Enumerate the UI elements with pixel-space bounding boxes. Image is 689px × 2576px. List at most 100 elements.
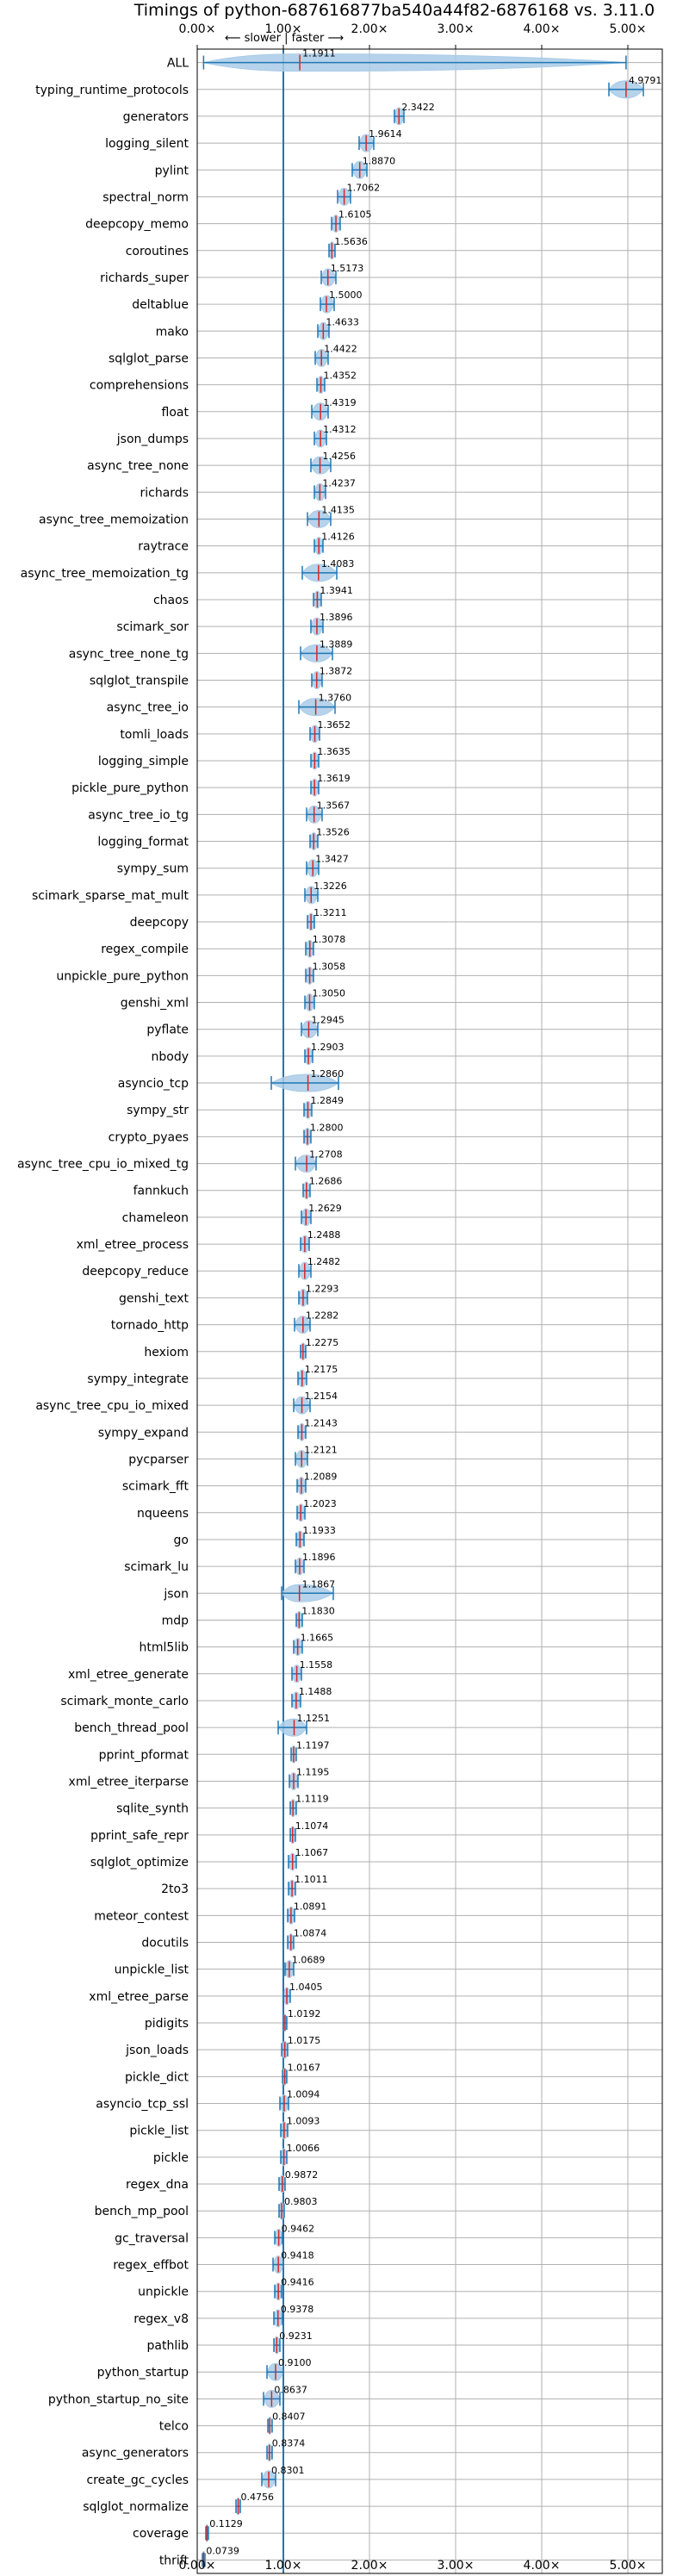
value-label: 1.0405 bbox=[289, 1982, 323, 1993]
value-label: 1.3760 bbox=[319, 693, 352, 704]
value-label: 1.1867 bbox=[302, 1578, 336, 1590]
labels: 0.00×0.00×1.00×1.00×2.00×2.00×3.00×3.00×… bbox=[17, 22, 661, 2573]
value-label: 0.4756 bbox=[241, 2492, 275, 2503]
category-label: unpickle bbox=[138, 2286, 189, 2299]
category-label: json_loads bbox=[125, 2044, 189, 2057]
category-label: async_tree_cpu_io_mixed_tg bbox=[17, 1158, 189, 1172]
value-label: 1.2629 bbox=[308, 1203, 342, 1214]
x-tick-label-bottom: 5.00× bbox=[610, 2559, 647, 2573]
value-label: 1.3058 bbox=[313, 961, 346, 972]
category-label: regex_dna bbox=[126, 2178, 189, 2192]
category-label: nqueens bbox=[137, 1507, 189, 1521]
category-label: sqlite_synth bbox=[116, 1802, 189, 1816]
category-label: sympy_str bbox=[127, 1104, 189, 1117]
value-label: 1.1665 bbox=[301, 1633, 334, 1644]
x-tick-label-top: 2.00× bbox=[351, 22, 388, 36]
x-tick-label-top: 1.00× bbox=[265, 22, 302, 36]
value-label: 1.1195 bbox=[296, 1766, 330, 1777]
value-label: 2.3422 bbox=[401, 102, 435, 113]
category-label: deepcopy_reduce bbox=[82, 1265, 189, 1279]
value-label: 1.6105 bbox=[338, 209, 372, 221]
value-label: 1.5173 bbox=[331, 263, 364, 274]
value-label: 1.3050 bbox=[313, 988, 346, 999]
value-label: 1.2293 bbox=[306, 1283, 339, 1294]
category-label: genshi_xml bbox=[121, 997, 189, 1011]
value-label: 0.9378 bbox=[281, 2304, 314, 2315]
value-label: 0.1129 bbox=[209, 2518, 242, 2529]
value-label: 1.0093 bbox=[287, 2116, 320, 2127]
value-label: 1.4126 bbox=[321, 532, 355, 543]
value-label: 1.9614 bbox=[369, 128, 402, 140]
value-label: 0.0739 bbox=[206, 2545, 239, 2556]
category-label: go bbox=[174, 1534, 189, 1547]
value-label: 1.2121 bbox=[304, 1444, 338, 1455]
category-label: pycparser bbox=[128, 1453, 189, 1466]
category-label: async_generators bbox=[82, 2447, 189, 2461]
value-label: 1.2023 bbox=[303, 1498, 337, 1509]
category-label: deepcopy_memo bbox=[85, 218, 189, 232]
category-label: scimark_monte_carlo bbox=[60, 1695, 189, 1708]
x-tick-label-bottom: 1.00× bbox=[265, 2559, 302, 2573]
category-label: telco bbox=[159, 2420, 189, 2434]
value-label: 1.1251 bbox=[297, 1713, 331, 1724]
category-label: sympy_expand bbox=[98, 1426, 189, 1440]
category-label: scimark_lu bbox=[124, 1560, 189, 1574]
x-tick-label-top: 3.00× bbox=[438, 22, 475, 36]
value-label: 1.1488 bbox=[299, 1686, 332, 1697]
category-label: regex_effbot bbox=[113, 2259, 189, 2273]
x-tick-label-bottom: 4.00× bbox=[524, 2559, 561, 2573]
value-label: 1.0175 bbox=[288, 2035, 321, 2046]
category-label: sympy_integrate bbox=[87, 1372, 189, 1386]
value-label: 1.1197 bbox=[296, 1739, 330, 1751]
value-label: 0.8301 bbox=[271, 2465, 305, 2476]
category-label: coverage bbox=[133, 2527, 189, 2541]
value-label: 1.2275 bbox=[306, 1337, 339, 1348]
value-label: 1.3896 bbox=[320, 612, 353, 623]
x-tick-label-bottom: 2.00× bbox=[351, 2559, 388, 2573]
value-label: 1.3889 bbox=[320, 638, 353, 650]
value-label: 1.3078 bbox=[313, 934, 346, 945]
category-label: scimark_sor bbox=[116, 620, 189, 634]
value-label: 1.4633 bbox=[326, 316, 359, 327]
value-label: 1.0094 bbox=[287, 2089, 320, 2100]
value-label: 0.8637 bbox=[274, 2384, 307, 2395]
category-label: python_startup bbox=[97, 2366, 189, 2380]
category-label: async_tree_io bbox=[107, 701, 189, 715]
category-label: meteor_contest bbox=[94, 1909, 189, 1923]
category-label: create_gc_cycles bbox=[86, 2473, 189, 2487]
category-label: pickle bbox=[153, 2151, 189, 2165]
category-label: typing_runtime_protocols bbox=[35, 84, 189, 97]
value-label: 1.5000 bbox=[329, 289, 363, 301]
value-label: 1.1896 bbox=[302, 1552, 336, 1563]
value-label: 1.0689 bbox=[292, 1955, 326, 1966]
x-tick-label-top: 5.00× bbox=[610, 22, 647, 36]
category-label: pickle_pure_python bbox=[71, 781, 189, 795]
category-label: deltablue bbox=[132, 298, 189, 312]
value-label: 1.2175 bbox=[305, 1364, 338, 1375]
value-label: 1.2860 bbox=[311, 1068, 344, 1080]
value-label: 1.4083 bbox=[321, 558, 355, 569]
value-label: 1.1911 bbox=[302, 48, 336, 59]
category-label: float bbox=[162, 406, 189, 420]
value-label: 1.4135 bbox=[321, 504, 355, 515]
category-label: asyncio_tcp bbox=[118, 1077, 189, 1091]
x-tick-label-top: 4.00× bbox=[524, 22, 561, 36]
value-label: 0.9231 bbox=[279, 2330, 313, 2342]
value-label: 1.2482 bbox=[307, 1256, 341, 1267]
category-label: sqlglot_normalize bbox=[83, 2500, 189, 2514]
category-label: unpickle_list bbox=[115, 1963, 189, 1977]
value-label: 1.0891 bbox=[294, 1901, 327, 1912]
category-label: coroutines bbox=[126, 245, 189, 258]
category-label: sympy_sum bbox=[117, 862, 189, 876]
category-label: unpickle_pure_python bbox=[56, 969, 189, 983]
value-label: 1.4312 bbox=[323, 424, 357, 435]
category-label: scimark_fft bbox=[122, 1480, 189, 1494]
category-label: fannkuch bbox=[133, 1185, 189, 1198]
value-label: 1.2708 bbox=[309, 1149, 343, 1160]
value-label: 1.1067 bbox=[295, 1847, 329, 1858]
value-label: 1.2903 bbox=[311, 1042, 344, 1053]
value-label: 1.1558 bbox=[300, 1659, 333, 1671]
value-label: 1.2154 bbox=[305, 1391, 338, 1402]
category-label: richards bbox=[140, 486, 189, 500]
category-label: bench_mp_pool bbox=[95, 2205, 189, 2218]
